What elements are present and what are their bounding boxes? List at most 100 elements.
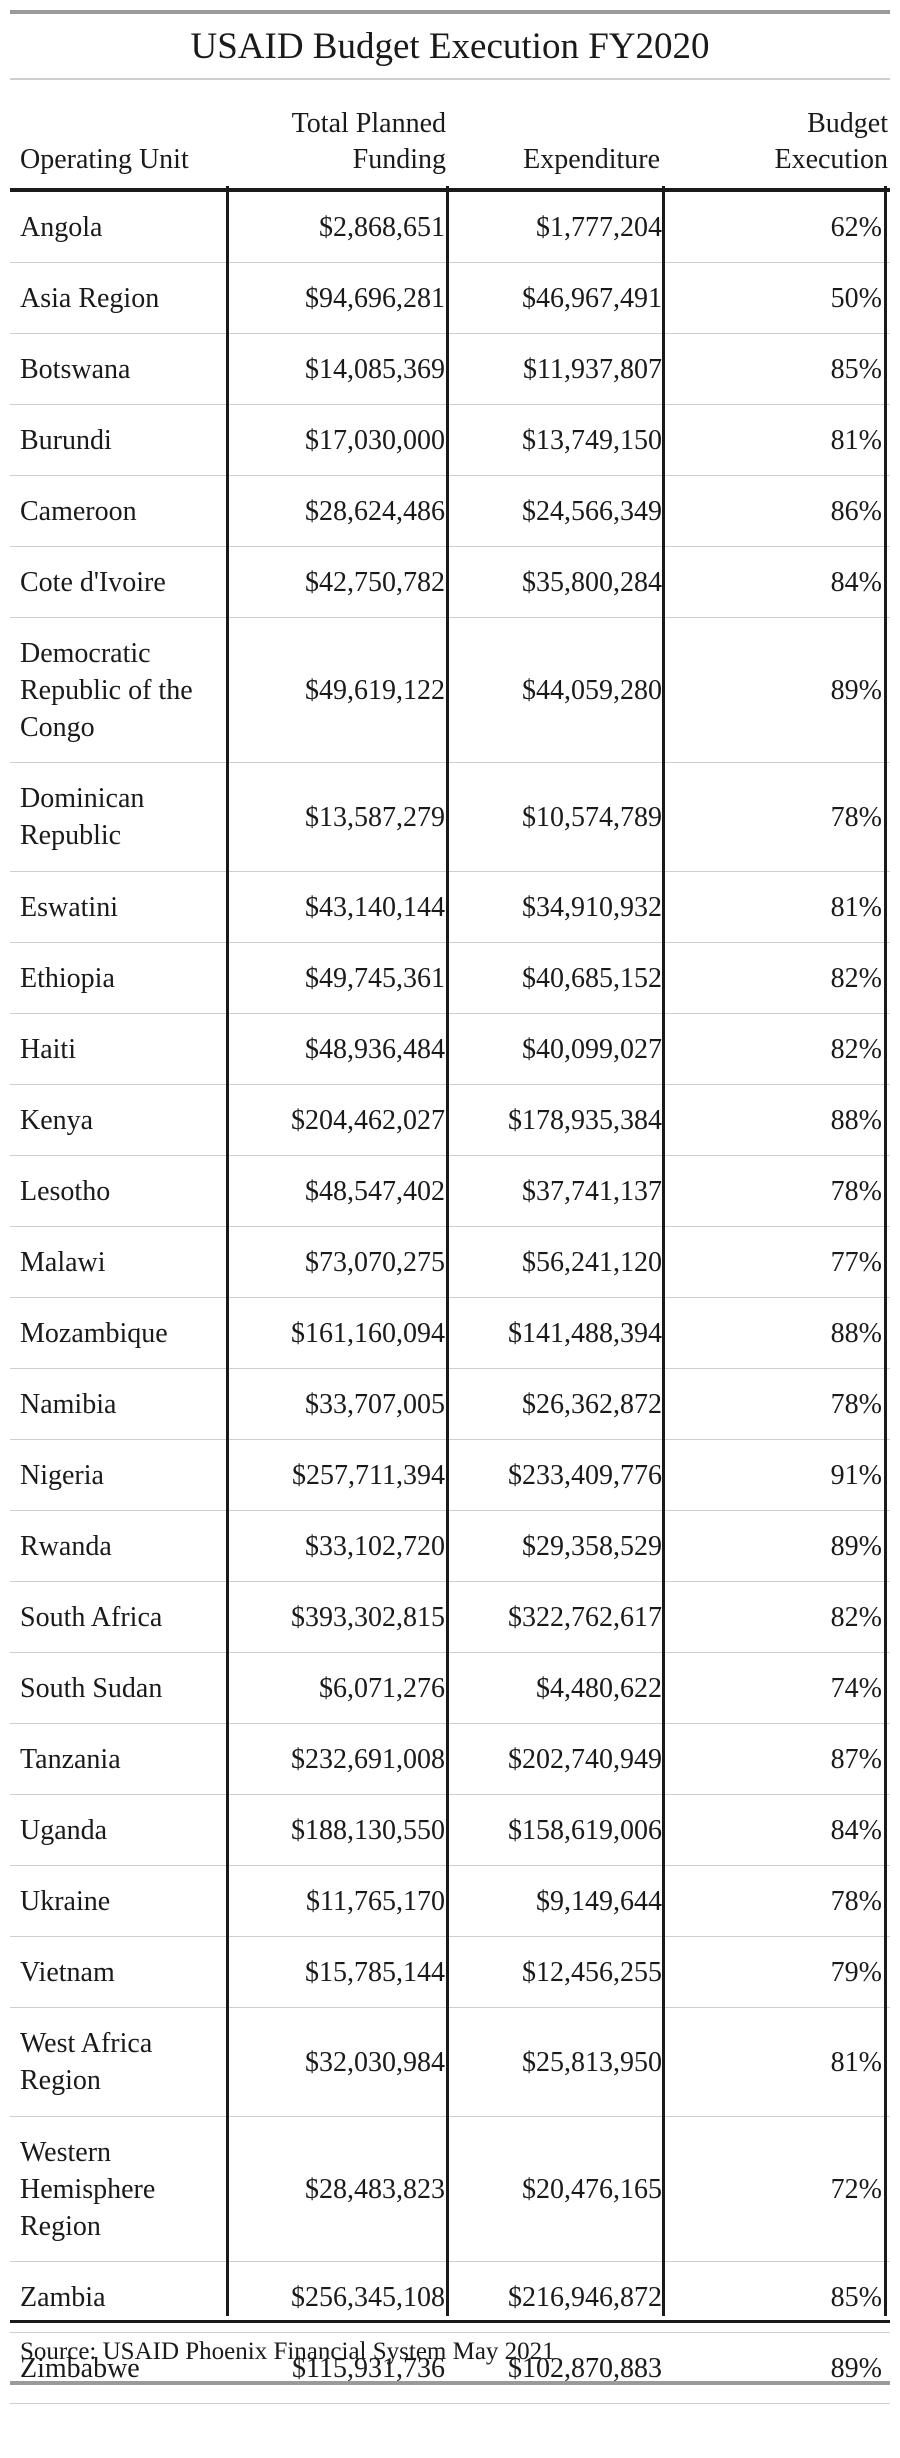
table-row: Uganda $188,130,550 $158,619,006 84% <box>10 1795 890 1866</box>
table-row: Namibia $33,707,005 $26,362,872 78% <box>10 1369 890 1440</box>
operating-unit-cell: Mozambique <box>20 1298 230 1368</box>
table-row: West Africa Region $32,030,984 $25,813,950… <box>10 2008 890 2117</box>
budget-execution-cell-text: 77% <box>830 1246 882 1278</box>
budget-execution-cell: 77% <box>667 1227 882 1297</box>
expenditure-cell: $24,566,349 <box>451 476 662 546</box>
expenditure-cell: $102,870,883 <box>451 2333 662 2403</box>
operating-unit-cell-text: Western Hemisphere Region <box>20 2136 156 2242</box>
budget-execution-cell: 62% <box>667 192 882 262</box>
operating-unit-cell-text: Vietnam <box>20 1956 115 1988</box>
expenditure-cell-text: $10,574,789 <box>522 801 662 833</box>
budget-execution-cell-text: 82% <box>830 1033 882 1065</box>
planned-funding-cell: $232,691,008 <box>232 1724 445 1794</box>
table-row: Rwanda $33,102,720 $29,358,529 89% <box>10 1511 890 1582</box>
planned-funding-cell-text: $2,868,651 <box>319 211 445 243</box>
operating-unit-cell-text: Cameroon <box>20 495 137 527</box>
operating-unit-cell-text: Rwanda <box>20 1530 112 1562</box>
table-row: Nigeria $257,711,394 $233,409,776 91% <box>10 1440 890 1511</box>
expenditure-cell: $56,241,120 <box>451 1227 662 1297</box>
planned-funding-cell: $73,070,275 <box>232 1227 445 1297</box>
header-planned-line1: Total Planned <box>291 108 446 139</box>
budget-execution-cell-text: 78% <box>830 1175 882 1207</box>
operating-unit-cell: Zambia <box>20 2262 230 2332</box>
operating-unit-cell: Nigeria <box>20 1440 230 1510</box>
planned-funding-cell: $49,745,361 <box>232 943 445 1013</box>
operating-unit-cell-text: Burundi <box>20 424 112 456</box>
table-row: Eswatini $43,140,144 $34,910,932 81% <box>10 872 890 943</box>
planned-funding-cell-text: $73,070,275 <box>305 1246 445 1278</box>
operating-unit-cell-text: Cote d'Ivoire <box>20 566 166 598</box>
table-row: Burundi $17,030,000 $13,749,150 81% <box>10 405 890 476</box>
table-row: Zimbabwe $115,931,736 $102,870,883 89% <box>10 2333 890 2404</box>
planned-funding-cell-text: $33,707,005 <box>305 1388 445 1420</box>
column-divider <box>662 186 665 2316</box>
planned-funding-cell-text: $257,711,394 <box>292 1459 445 1491</box>
table-row: Democratic Republic of the Congo $49,619,… <box>10 618 890 763</box>
budget-execution-cell: 82% <box>667 1014 882 1084</box>
budget-execution-cell: 78% <box>667 1369 882 1439</box>
budget-execution-cell: 85% <box>667 2262 882 2332</box>
operating-unit-cell-text: Malawi <box>20 1246 106 1278</box>
expenditure-cell-text: $102,870,883 <box>508 2352 662 2384</box>
expenditure-cell: $10,574,789 <box>451 763 662 871</box>
budget-execution-cell-text: 74% <box>830 1672 882 1704</box>
expenditure-cell-text: $35,800,284 <box>522 566 662 598</box>
operating-unit-cell-text: Lesotho <box>20 1175 111 1207</box>
operating-unit-cell: Uganda <box>20 1795 230 1865</box>
operating-unit-cell-text: Namibia <box>20 1388 117 1420</box>
planned-funding-cell: $2,868,651 <box>232 192 445 262</box>
budget-execution-cell-text: 89% <box>830 1530 882 1562</box>
budget-execution-cell-text: 82% <box>830 962 882 994</box>
operating-unit-cell: Cote d'Ivoire <box>20 547 230 617</box>
operating-unit-cell: Ethiopia <box>20 943 230 1013</box>
expenditure-cell-text: $12,456,255 <box>522 1956 662 1988</box>
budget-execution-cell-text: 72% <box>830 2173 882 2205</box>
operating-unit-cell-text: Zimbabwe <box>20 2352 140 2384</box>
operating-unit-cell: Haiti <box>20 1014 230 1084</box>
operating-unit-cell-text: Dominican Republic <box>20 783 145 851</box>
expenditure-cell-text: $46,967,491 <box>522 282 662 314</box>
operating-unit-cell-text: Zambia <box>20 2281 106 2313</box>
expenditure-cell-text: $56,241,120 <box>522 1246 662 1278</box>
planned-funding-cell-text: $48,547,402 <box>305 1175 445 1207</box>
expenditure-cell: $202,740,949 <box>451 1724 662 1794</box>
budget-execution-cell: 87% <box>667 1724 882 1794</box>
budget-execution-cell: 88% <box>667 1085 882 1155</box>
expenditure-cell-text: $40,099,027 <box>522 1033 662 1065</box>
planned-funding-cell: $15,785,144 <box>232 1937 445 2007</box>
header-execution-line2: Execution <box>774 144 888 175</box>
expenditure-cell-text: $202,740,949 <box>508 1743 662 1775</box>
operating-unit-cell: South Africa <box>20 1582 230 1652</box>
budget-execution-cell-text: 89% <box>830 2352 882 2384</box>
planned-funding-cell-text: $256,345,108 <box>291 2281 445 2313</box>
planned-funding-cell-text: $94,696,281 <box>305 282 445 314</box>
planned-funding-cell-text: $161,160,094 <box>291 1317 445 1349</box>
budget-execution-cell-text: 78% <box>830 801 882 833</box>
table-body: Angola $2,868,651 $1,777,204 62% Asia Region… <box>10 192 890 2404</box>
expenditure-cell: $216,946,872 <box>451 2262 662 2332</box>
budget-execution-cell-text: 84% <box>830 1814 882 1846</box>
table-row: South Sudan $6,071,276 $4,480,622 74% <box>10 1653 890 1724</box>
planned-funding-cell-text: $32,030,984 <box>305 2046 445 2078</box>
planned-funding-cell: $48,936,484 <box>232 1014 445 1084</box>
budget-execution-cell: 81% <box>667 405 882 475</box>
budget-execution-cell-text: 91% <box>830 1459 882 1491</box>
expenditure-cell-text: $4,480,622 <box>536 1672 662 1704</box>
budget-execution-cell: 84% <box>667 1795 882 1865</box>
planned-funding-cell: $6,071,276 <box>232 1653 445 1723</box>
planned-funding-cell: $49,619,122 <box>232 618 445 762</box>
expenditure-cell-text: $24,566,349 <box>522 495 662 527</box>
expenditure-cell: $44,059,280 <box>451 618 662 762</box>
budget-execution-cell-text: 87% <box>830 1743 882 1775</box>
header-budget-execution: Budget Execution <box>774 106 888 178</box>
expenditure-cell: $233,409,776 <box>451 1440 662 1510</box>
budget-execution-cell: 72% <box>667 2117 882 2261</box>
operating-unit-cell: Tanzania <box>20 1724 230 1794</box>
planned-funding-cell-text: $15,785,144 <box>305 1956 445 1988</box>
operating-unit-cell: Lesotho <box>20 1156 230 1226</box>
planned-funding-cell: $13,587,279 <box>232 763 445 871</box>
expenditure-cell: $34,910,932 <box>451 872 662 942</box>
planned-funding-cell: $17,030,000 <box>232 405 445 475</box>
table-row: Cameroon $28,624,486 $24,566,349 86% <box>10 476 890 547</box>
budget-execution-cell-text: 89% <box>830 674 882 706</box>
